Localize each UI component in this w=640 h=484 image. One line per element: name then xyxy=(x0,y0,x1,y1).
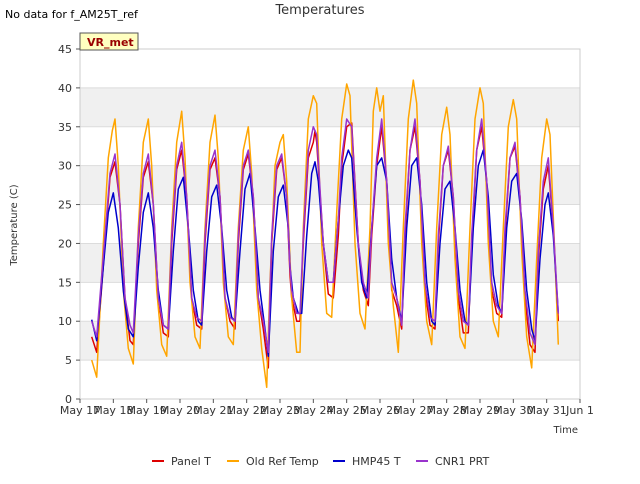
grid-band xyxy=(80,321,580,361)
y-tick-label: 35 xyxy=(58,121,72,134)
y-tick-label: 40 xyxy=(58,82,72,95)
x-tick-label: May 17 xyxy=(60,404,100,417)
y-tick-label: 10 xyxy=(58,315,72,328)
y-tick-label: 15 xyxy=(58,276,72,289)
grid-band xyxy=(80,243,580,283)
nodata-text: No data for f_AM25T_ref xyxy=(5,8,139,21)
y-tick-label: 0 xyxy=(65,393,72,406)
x-tick-label: May 29 xyxy=(460,404,500,417)
x-tick-label: May 18 xyxy=(93,404,133,417)
x-tick-label: May 31 xyxy=(527,404,567,417)
grid-band xyxy=(80,87,580,127)
x-tick-label: May 24 xyxy=(293,404,333,417)
site-badge: VR_met xyxy=(79,32,139,51)
legend: Panel T Old Ref Temp HMP45 T CNR1 PRT xyxy=(152,455,490,468)
y-axis: 0 5 10 15 20 25 30 35 40 45 xyxy=(58,43,80,406)
y-tick-label: 45 xyxy=(58,43,72,56)
site-badge-box xyxy=(79,32,139,51)
plot-frame xyxy=(79,48,581,400)
site-badge-label: VR_met xyxy=(87,36,134,49)
x-tick-label: May 28 xyxy=(427,404,467,417)
y-tick-label: 30 xyxy=(58,160,72,173)
series-line-4 xyxy=(90,118,560,354)
x-tick-label: May 25 xyxy=(327,404,367,417)
x-tick-label: May 22 xyxy=(227,404,267,417)
x-tick-label: May 30 xyxy=(493,404,533,417)
grid-band xyxy=(80,165,580,205)
x-tick-label: May 23 xyxy=(260,404,300,417)
chart-title: Temperatures xyxy=(274,3,364,18)
x-tick-label: May 21 xyxy=(193,404,233,417)
x-tick-label: May 20 xyxy=(160,404,200,417)
y-tick-label: 5 xyxy=(65,354,72,367)
x-tick-label: May 26 xyxy=(360,404,400,417)
x-tick-label: May 19 xyxy=(127,404,167,417)
legend-label-1: Panel T xyxy=(171,455,211,468)
x-tick-label: Jun 1 xyxy=(565,404,594,417)
x-tick-label: May 27 xyxy=(393,404,433,417)
x-axis-label: Time xyxy=(553,425,578,436)
plot-background xyxy=(79,48,581,400)
legend-label-4: CNR1 PRT xyxy=(435,455,490,468)
y-axis-label: Temperature (C) xyxy=(9,184,20,266)
legend-label-2: Old Ref Temp xyxy=(246,455,319,468)
legend-label-3: HMP45 T xyxy=(352,455,401,468)
y-tick-label: 20 xyxy=(58,237,72,250)
series-layer xyxy=(90,79,560,389)
y-tick-label: 25 xyxy=(58,199,72,212)
